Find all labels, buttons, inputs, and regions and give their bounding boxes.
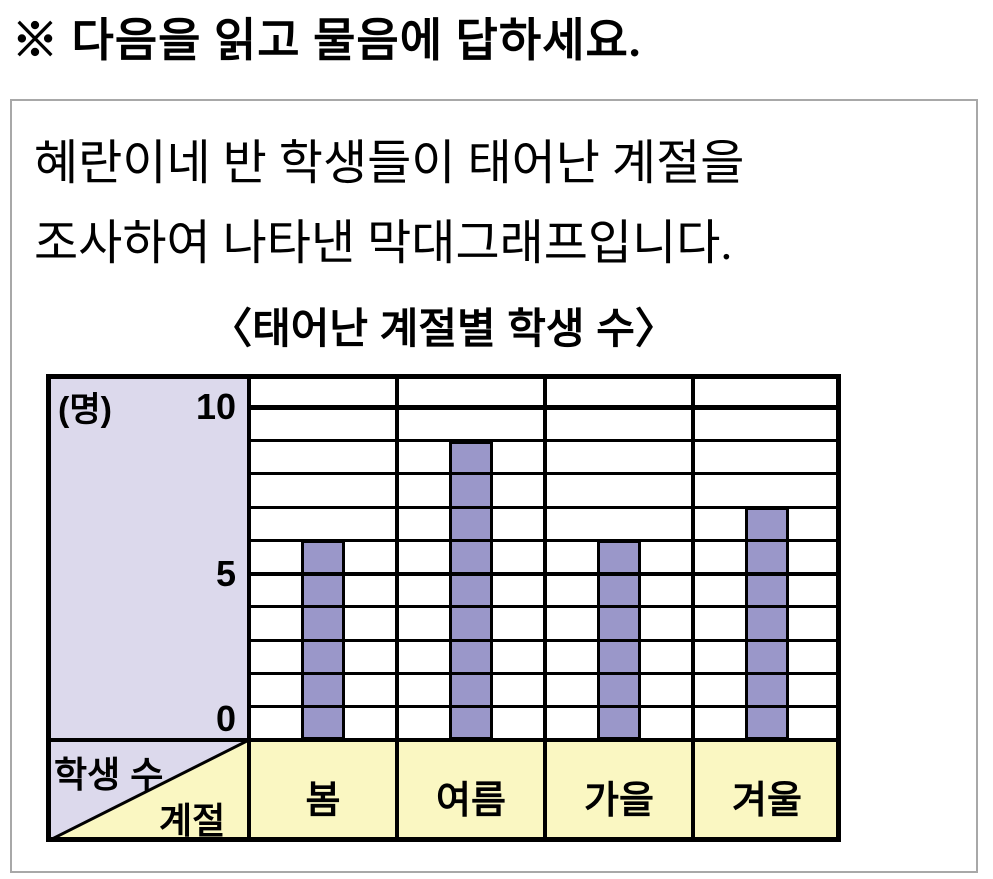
bar-winter bbox=[745, 507, 789, 740]
y-axis-line bbox=[247, 374, 251, 842]
y-tick-5: 5 bbox=[215, 552, 236, 594]
problem-box: 혜란이네 반 학생들이 태어난 계절을 조사하여 나타낸 막대그래프입니다. 〈… bbox=[10, 99, 978, 873]
corner-row-header: 학생 수 bbox=[54, 754, 164, 795]
season-cell: 겨울 bbox=[693, 740, 841, 842]
column-separator bbox=[543, 374, 547, 842]
worksheet-instruction: ※ 다음을 읽고 물음에 답하세요. bbox=[12, 15, 642, 66]
table-border-left bbox=[46, 374, 51, 842]
y-tick-0: 0 bbox=[215, 698, 236, 739]
table-border-right bbox=[836, 374, 841, 842]
season-label: 겨울 bbox=[732, 779, 802, 822]
y-axis-unit-label: (명) bbox=[58, 391, 112, 429]
season-label: 여름 bbox=[436, 779, 506, 822]
x-axis-baseline bbox=[46, 738, 841, 742]
table-border-top bbox=[46, 374, 841, 379]
season-cell: 봄 bbox=[249, 740, 397, 842]
problem-description-line1: 혜란이네 반 학생들이 태어난 계절을 bbox=[34, 137, 745, 190]
bar-summer bbox=[449, 440, 493, 740]
corner-col-header: 계절 bbox=[159, 800, 226, 841]
season-cell: 여름 bbox=[397, 740, 545, 842]
corner-diagonal bbox=[45, 738, 250, 844]
column-separator bbox=[395, 374, 399, 842]
corner-header-cell bbox=[45, 738, 250, 844]
season-label: 봄 bbox=[305, 779, 341, 822]
table-border-bottom bbox=[46, 837, 841, 842]
chart-title: 〈태어난 계절별 학생 수〉 bbox=[210, 305, 677, 352]
y-tick-10: 10 bbox=[195, 386, 236, 428]
column-separator bbox=[691, 374, 695, 842]
y-axis-header-column bbox=[46, 374, 249, 740]
problem-description-line2: 조사하여 나타낸 막대그래프입니다. bbox=[34, 217, 733, 270]
season-cell: 가을 bbox=[545, 740, 693, 842]
season-label: 가을 bbox=[584, 779, 654, 822]
